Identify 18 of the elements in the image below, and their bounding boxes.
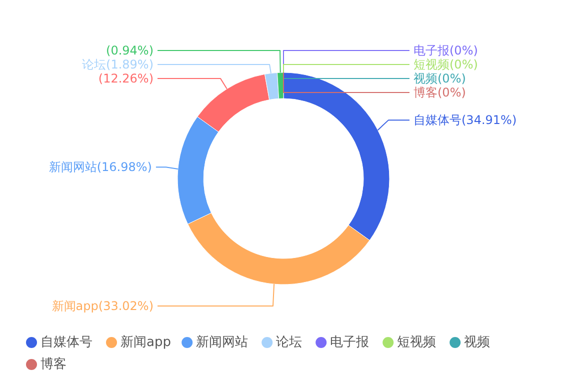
data-label: 论坛(1.89%) (82, 58, 154, 72)
text: 博客(0%) (414, 86, 466, 100)
legend-label: 电子报 (330, 335, 370, 350)
text: 电子报(0%) (414, 44, 478, 58)
data-label: 自媒体号(34.91%) (414, 113, 517, 128)
legend-label: 论坛 (276, 335, 302, 350)
legend-label: 自媒体号 (40, 335, 92, 350)
legend-label: 新闻网站 (196, 335, 248, 350)
data-label: 新闻app(33.02%) (52, 298, 154, 313)
legend-label: 短视频 (397, 335, 436, 350)
data-label: (0.94%) (106, 44, 154, 58)
data-label: (12.26%) (98, 72, 154, 86)
legend-label: 视频 (464, 335, 490, 350)
data-label: 新闻网站(16.98%) (48, 160, 152, 174)
text: 短视频(0%) (414, 58, 478, 72)
legend-label: 博客 (40, 356, 66, 372)
legend-label: 新闻app (120, 335, 171, 350)
text: 视频(0%) (414, 72, 466, 86)
